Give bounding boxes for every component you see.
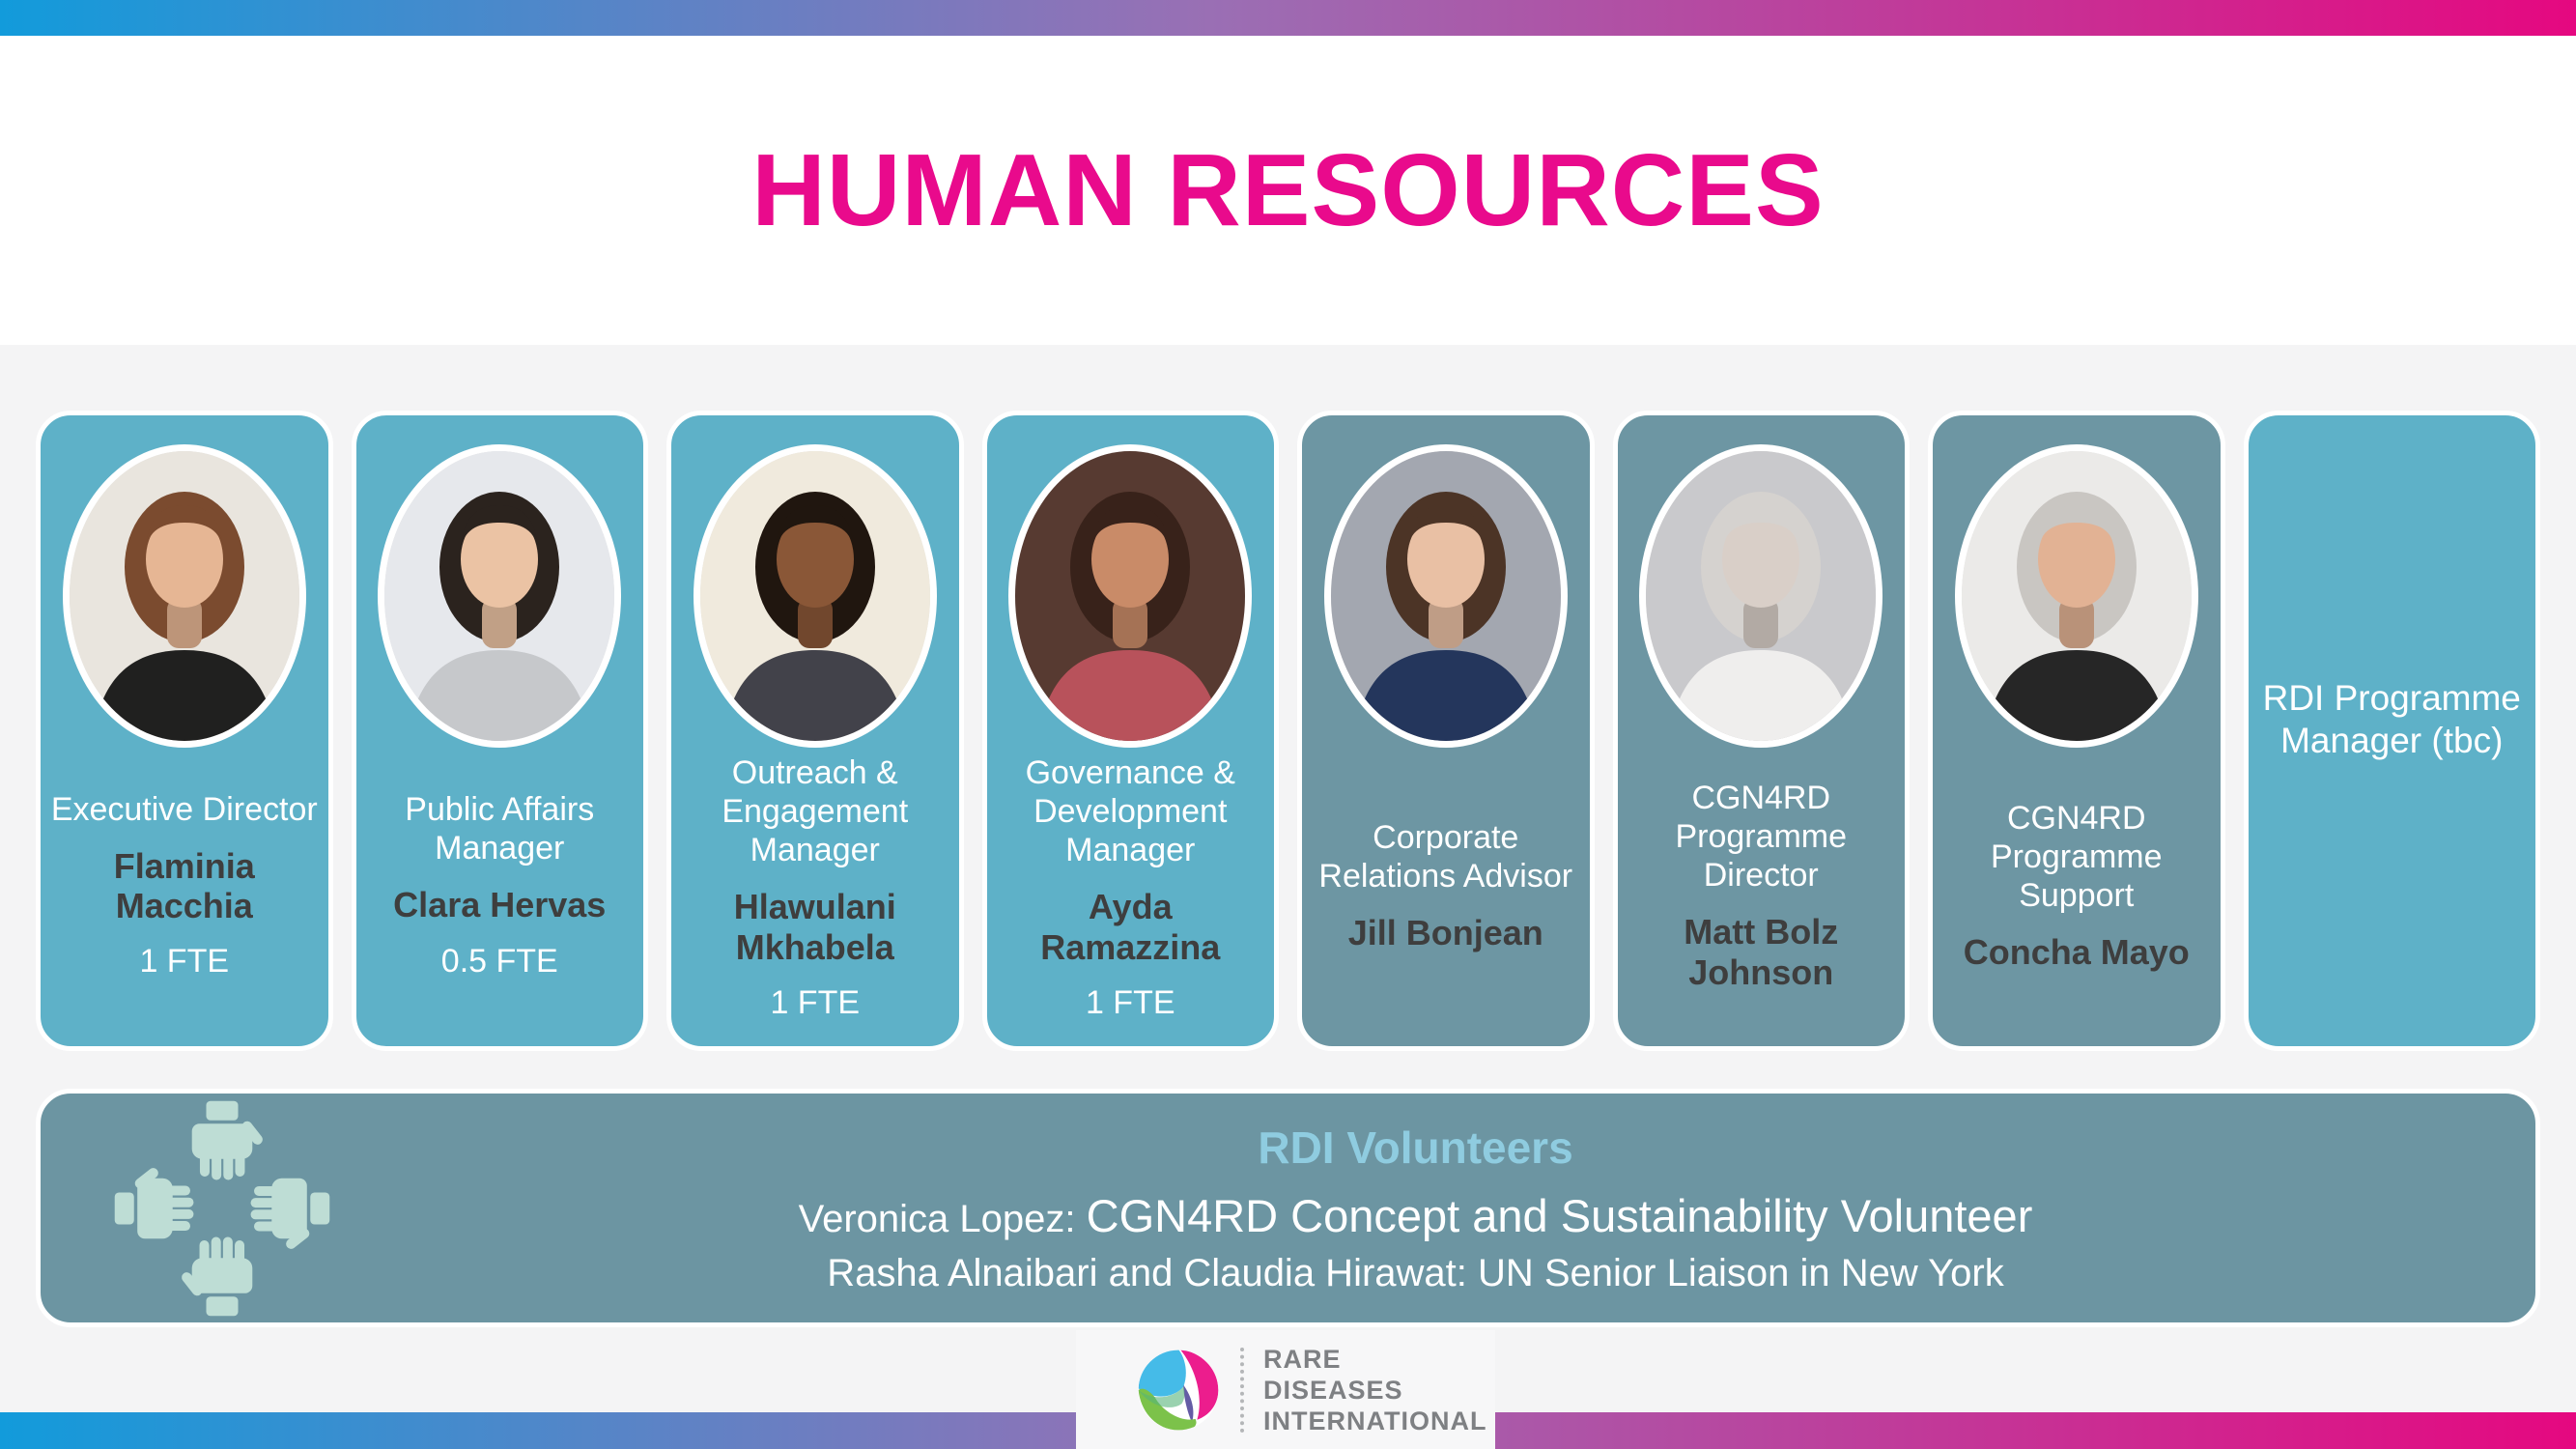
logo-line-1: RARE <box>1263 1344 1342 1374</box>
card-text: Governance & Development Manager Ayda Ram… <box>987 748 1275 1051</box>
staff-card-rdi-programme-manager-tbc: RDI Programme Manager (tbc) <box>2243 411 2540 1051</box>
person-name: Hlawulani Mkhabela <box>733 887 896 967</box>
card-text: Executive Director Flaminia Macchia 1 FTE <box>41 748 328 1046</box>
portrait-photo <box>1639 444 1883 748</box>
volunteers-text: RDI Volunteers Veronica Lopez: CGN4RD Co… <box>344 1122 2487 1295</box>
role-title: CGN4RD Programme Support <box>1990 799 2163 914</box>
card-text: Outreach & Engagement Manager Hlawulani M… <box>671 748 959 1051</box>
card-text: RDI Programme Manager (tbc) <box>2249 415 2536 1046</box>
card-text: CGN4RD Programme Director Matt Bolz Johns… <box>1618 748 1906 1046</box>
fte-label: 0.5 FTE <box>440 942 558 980</box>
person-name: Ayda Ramazzina <box>1040 887 1221 967</box>
staff-card-concha-mayo: CGN4RD Programme Support Concha Mayo <box>1928 411 2225 1051</box>
portrait-photo <box>1954 444 2198 748</box>
portrait-photo <box>1323 444 1568 748</box>
fte-label: 1 FTE <box>1085 984 1175 1022</box>
logo-divider <box>1240 1347 1244 1433</box>
logo-line-2: DISEASES <box>1263 1375 1403 1405</box>
person-name: Concha Mayo <box>1963 931 2190 972</box>
person-name: Flaminia Macchia <box>113 845 255 926</box>
staff-card-clara-hervas: Public Affairs Manager Clara Hervas 0.5 FT… <box>351 411 648 1051</box>
staff-card-hlawulani-mkhabela: Outreach & Engagement Manager Hlawulani M… <box>666 411 964 1051</box>
role-title: CGN4RD Programme Director <box>1675 779 1848 895</box>
portrait-photo <box>378 444 622 748</box>
role-title: Corporate Relations Advisor <box>1318 818 1573 895</box>
volunteers-banner: RDI Volunteers Veronica Lopez: CGN4RD Co… <box>36 1089 2540 1327</box>
top-gradient-bar <box>0 0 2576 36</box>
rdi-logo-icon <box>1136 1348 1221 1433</box>
fte-label: 1 FTE <box>139 943 230 980</box>
portrait-photo <box>62 444 306 748</box>
volunteers-heading: RDI Volunteers <box>1258 1122 1573 1173</box>
footer-logo: RARE DISEASES INTERNATIONAL <box>1076 1330 1495 1449</box>
role-title: Governance & Development Manager <box>1025 754 1235 869</box>
logo-wordmark: RARE DISEASES INTERNATIONAL <box>1263 1344 1486 1436</box>
volunteer-1-name: Veronica Lopez: <box>798 1197 1087 1240</box>
card-text: CGN4RD Programme Support Concha Mayo <box>1933 748 2221 1046</box>
portrait-photo <box>693 444 937 748</box>
role-title: Public Affairs Manager <box>405 791 595 867</box>
staff-cards-row: Executive Director Flaminia Macchia 1 FTE P… <box>36 411 2540 1051</box>
role-title: Outreach & Engagement Manager <box>722 754 909 869</box>
person-name: Matt Bolz Johnson <box>1684 912 1839 992</box>
volunteer-1-role: CGN4RD Concept and Sustainability Volunt… <box>1086 1189 2033 1241</box>
staff-card-jill-bonjean: Corporate Relations Advisor Jill Bonjean <box>1297 411 1595 1051</box>
four-hands-icon <box>100 1099 344 1318</box>
logo-line-3: INTERNATIONAL <box>1263 1406 1487 1435</box>
staff-card-matt-bolz-johnson: CGN4RD Programme Director Matt Bolz Johns… <box>1612 411 1910 1051</box>
volunteer-line-1: Veronica Lopez: CGN4RD Concept and Susta… <box>344 1189 2487 1242</box>
title-band: HUMAN RESOURCES <box>0 36 2576 345</box>
staff-card-flaminia-macchia: Executive Director Flaminia Macchia 1 FTE <box>36 411 333 1051</box>
staff-card-ayda-ramazzina: Governance & Development Manager Ayda Ram… <box>981 411 1279 1051</box>
volunteer-line-2: Rasha Alnaibari and Claudia Hirawat: UN … <box>827 1251 2004 1294</box>
card-text: Public Affairs Manager Clara Hervas 0.5 FT… <box>356 748 644 1046</box>
person-name: Jill Bonjean <box>1347 912 1543 952</box>
role-title: Executive Director <box>50 790 318 828</box>
card-text: Corporate Relations Advisor Jill Bonjean <box>1302 748 1590 1046</box>
fte-label: 1 FTE <box>770 984 861 1022</box>
person-name: Clara Hervas <box>393 885 607 925</box>
page-title: HUMAN RESOURCES <box>751 132 1825 247</box>
role-title: RDI Programme Manager (tbc) <box>2262 677 2521 760</box>
portrait-photo <box>1008 444 1253 748</box>
